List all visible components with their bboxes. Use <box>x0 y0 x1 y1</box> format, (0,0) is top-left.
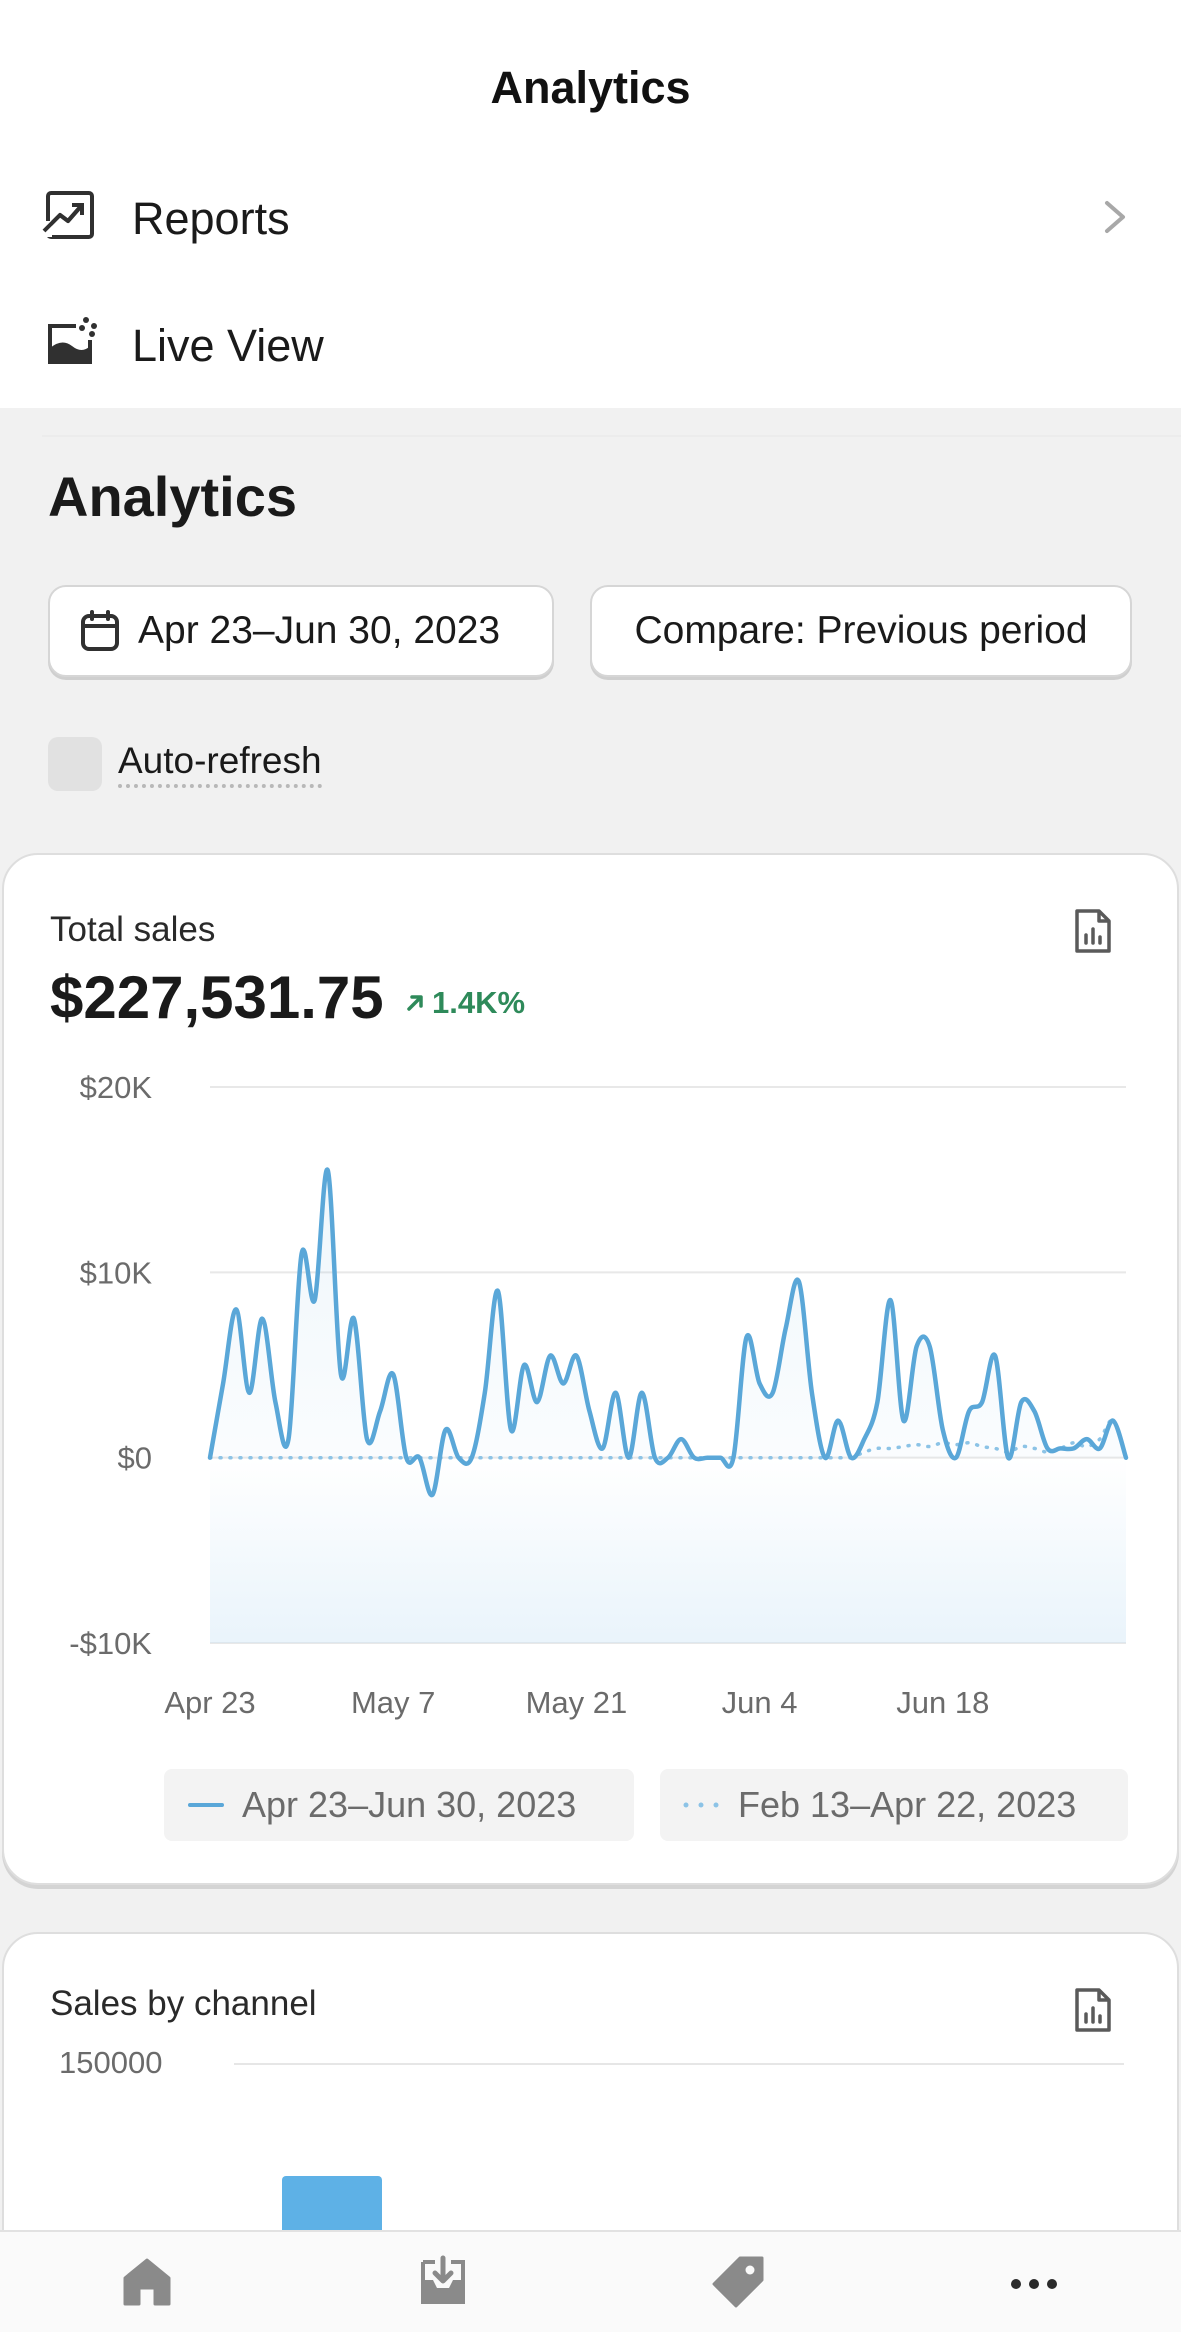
auto-refresh-label: Auto-refresh <box>118 740 322 788</box>
chevron-right-icon <box>1105 201 1125 233</box>
more-icon[interactable] <box>1004 2252 1064 2312</box>
solid-line-legend-icon <box>188 1803 224 1807</box>
legend-current-label: Apr 23–Jun 30, 2023 <box>242 1784 577 1825</box>
top-navigation-panel: Analytics Reports Live View <box>0 0 1181 437</box>
auto-refresh-checkbox[interactable] <box>48 737 102 791</box>
compare-period-button[interactable]: Compare: Previous period <box>590 585 1132 677</box>
y-tick-label: -$10K <box>69 1626 152 1661</box>
legend-current-period[interactable]: Apr 23–Jun 30, 2023 <box>164 1769 634 1841</box>
y-tick-label: $20K <box>80 1070 153 1105</box>
orders-icon[interactable] <box>413 2252 473 2312</box>
menu-item-live-view-label: Live View <box>132 320 324 371</box>
channel-y-tick: 150000 <box>59 2045 162 2080</box>
total-sales-title: Total sales <box>50 910 216 949</box>
nav-title: Analytics <box>490 62 691 113</box>
total-sales-delta: 1.4K% <box>406 985 525 1021</box>
total-sales-card: Total sales $227,531.75 1.4K% $20K $1 <box>2 853 1179 1885</box>
total-sales-delta-value: 1.4K% <box>432 985 526 1020</box>
auto-refresh-toggle[interactable]: Auto-refresh <box>48 736 322 792</box>
date-range-button[interactable]: Apr 23–Jun 30, 2023 <box>48 585 554 677</box>
home-icon[interactable] <box>117 2252 177 2312</box>
menu-item-live-view[interactable]: Live View <box>0 282 1181 408</box>
report-document-icon[interactable] <box>1073 907 1113 955</box>
total-sales-chart: $20K $10K $0 -$10K Apr 23 May 7 May 21 Jun 4 Ju… <box>69 1070 1129 1720</box>
dotted-line-legend-icon <box>683 1802 719 1808</box>
sales-by-channel-chart: 150000 <box>59 2045 1124 2234</box>
legend-previous-label: Feb 13–Apr 22, 2023 <box>738 1784 1077 1825</box>
series-area-current <box>210 1169 1126 1496</box>
calendar-icon <box>81 610 119 651</box>
bottom-tab-bar <box>0 2230 1181 2332</box>
x-tick-label: Apr 23 <box>164 1685 255 1720</box>
compare-period-label: Compare: Previous period <box>634 609 1088 652</box>
x-tick-label: May 21 <box>526 1685 628 1720</box>
legend-previous-period[interactable]: Feb 13–Apr 22, 2023 <box>660 1769 1128 1841</box>
page-title: Analytics <box>48 465 297 528</box>
arrow-up-right-icon <box>407 995 423 1011</box>
y-tick-label: $10K <box>80 1255 153 1290</box>
x-tick-label: May 7 <box>351 1685 435 1720</box>
menu-item-reports-label: Reports <box>132 193 290 244</box>
date-range-label: Apr 23–Jun 30, 2023 <box>138 609 501 652</box>
x-tick-label: Jun 4 <box>722 1685 798 1720</box>
reports-icon <box>42 191 94 239</box>
menu-item-reports[interactable]: Reports <box>0 155 1181 437</box>
report-document-icon[interactable] <box>1073 1986 1113 2034</box>
live-view-icon <box>48 317 97 364</box>
sales-by-channel-title: Sales by channel <box>50 1984 317 2023</box>
channel-bar[interactable] <box>282 2176 382 2234</box>
x-tick-label: Jun 18 <box>896 1685 989 1720</box>
y-tick-label: $0 <box>118 1441 152 1476</box>
negative-zone-fill <box>210 1457 1126 1643</box>
products-icon[interactable] <box>708 2252 768 2312</box>
menu-divider <box>42 435 1181 437</box>
series-line-current <box>207 1167 1129 1497</box>
total-sales-value: $227,531.75 <box>50 964 384 1031</box>
